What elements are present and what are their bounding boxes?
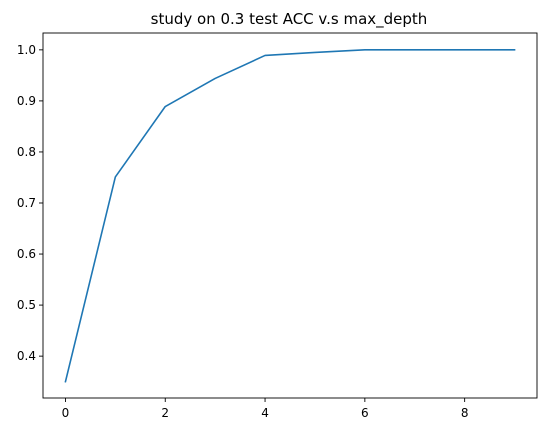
x-tick-label: 2 bbox=[161, 406, 169, 420]
x-tick-label: 4 bbox=[261, 406, 269, 420]
x-tick-label: 6 bbox=[361, 406, 369, 420]
y-tick-label: 0.5 bbox=[17, 298, 36, 312]
x-tick-label: 0 bbox=[62, 406, 70, 420]
x-tick-label: 8 bbox=[461, 406, 469, 420]
y-tick-label: 0.8 bbox=[17, 145, 36, 159]
y-tick-label: 0.9 bbox=[17, 94, 36, 108]
y-tick-label: 1.0 bbox=[17, 43, 36, 57]
y-tick-label: 0.4 bbox=[17, 349, 36, 363]
y-tick-label: 0.6 bbox=[17, 247, 36, 261]
chart-title: study on 0.3 test ACC v.s max_depth bbox=[151, 10, 428, 29]
y-tick-label: 0.7 bbox=[17, 196, 36, 210]
